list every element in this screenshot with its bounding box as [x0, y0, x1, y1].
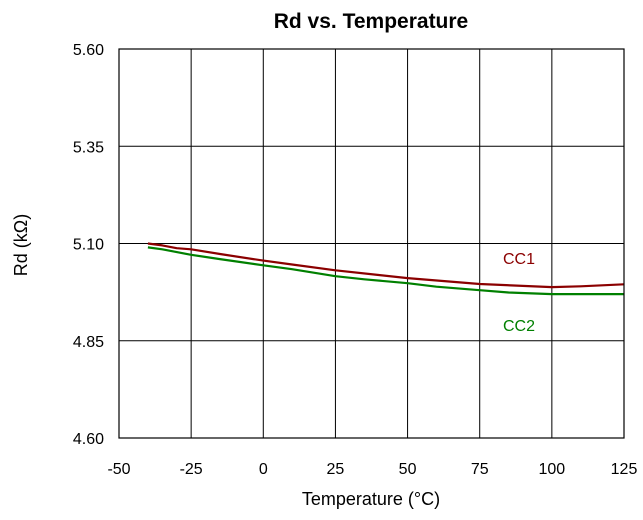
y-axis-label: Rd (kΩ)	[11, 214, 31, 276]
y-tick-label: 5.60	[73, 42, 104, 59]
x-tick-labels: -50 -25 0 25 50 75 100 125	[107, 461, 637, 478]
y-tick-label: 4.60	[73, 431, 104, 448]
series-line-cc1	[147, 242, 625, 289]
x-tick-label: -50	[107, 461, 130, 478]
x-tick-label: -25	[180, 461, 203, 478]
x-tick-label: 75	[471, 461, 489, 478]
x-tick-label: 100	[539, 461, 566, 478]
x-tick-label: 50	[399, 461, 417, 478]
grid	[118, 48, 625, 439]
series-labels: CC1 CC2	[503, 251, 535, 335]
y-tick-label: 4.85	[73, 334, 104, 351]
x-tick-label: 25	[327, 461, 345, 478]
y-tick-labels: 4.60 4.85 5.10 5.35 5.60	[73, 42, 104, 448]
series-label-cc2: CC2	[503, 318, 535, 335]
y-tick-label: 5.35	[73, 139, 104, 156]
series-layer	[147, 242, 625, 296]
series-label-cc1: CC1	[503, 251, 535, 268]
x-axis-label: Temperature (°C)	[302, 489, 440, 509]
series-line-cc2	[147, 246, 624, 296]
plot-frame	[118, 48, 625, 439]
x-tick-label: 125	[611, 461, 638, 478]
x-tick-label: 0	[259, 461, 268, 478]
y-tick-label: 5.10	[73, 237, 104, 254]
chart-title: Rd vs. Temperature	[274, 10, 469, 33]
